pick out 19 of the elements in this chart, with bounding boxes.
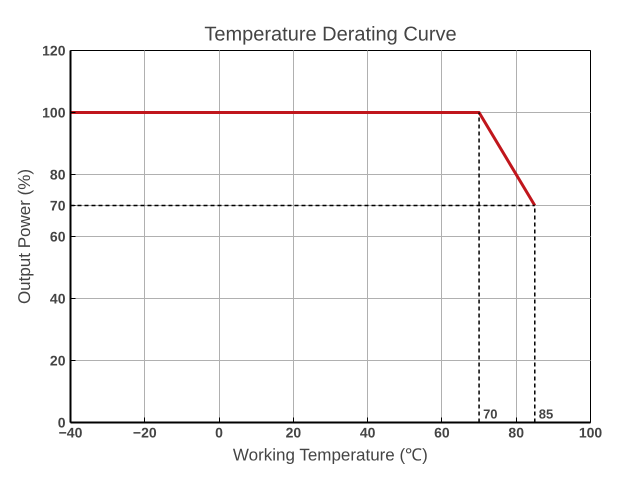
y-tick-label: 120 [42,42,66,58]
x-tick-label: 40 [360,424,376,440]
y-tick-label: 80 [50,166,66,182]
y-axis-title: Output Power (%) [15,168,34,304]
y-tick-label: 70 [50,198,66,214]
ref-line-label: 85 [538,406,554,422]
x-tick-label: 100 [578,424,602,440]
chart-title: Temperature Derating Curve [204,24,457,46]
x-tick-label: 60 [434,424,450,440]
x-axis-title: Working Temperature (℃) [232,446,428,464]
ref-line-label: 70 [483,406,498,422]
x-tick-label: 80 [508,424,524,440]
x-tick-label: −20 [132,424,157,440]
y-tick-label: 40 [50,290,66,306]
y-tick-label: 60 [50,228,66,244]
x-tick-label: 0 [215,424,224,440]
y-tick-label: 20 [50,352,66,368]
x-tick-label: 20 [286,424,302,440]
y-tick-label: 100 [42,104,66,120]
